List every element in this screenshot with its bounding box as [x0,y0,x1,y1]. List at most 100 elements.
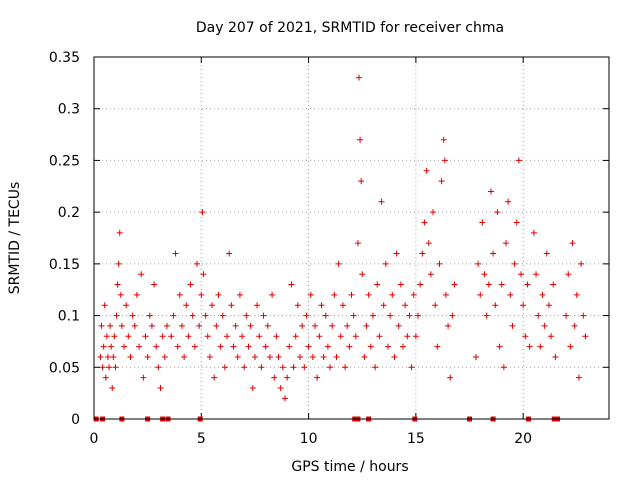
data-point [275,353,282,360]
data-point [548,333,555,340]
data-point [104,353,111,360]
data-point [550,281,557,288]
data-point [219,312,226,319]
data-point [408,364,415,371]
data-point [451,281,458,288]
data-point [174,343,181,350]
data-point [204,333,211,340]
data-point [114,281,121,288]
data-point [260,312,267,319]
y-tick-label: 0 [71,412,80,428]
data-point [151,281,158,288]
data-point [241,364,248,371]
x-tick-label: 5 [197,431,206,447]
data-point [485,281,492,288]
data-point [202,312,209,319]
data-point [509,322,516,329]
axis-ticks [93,56,609,420]
data-point [578,260,585,267]
data-point [161,353,168,360]
data-point [176,291,183,298]
data-point [224,333,231,340]
data-point [228,302,235,309]
data-point [271,374,278,381]
data-point [226,250,233,257]
y-tick-label: 0.1 [58,309,80,325]
data-point [511,260,518,267]
data-point [518,271,525,278]
data-point [129,312,136,319]
data-point [103,333,110,340]
data-point [423,167,430,174]
data-point [115,260,122,267]
data-point [430,209,437,216]
data-point [427,271,434,278]
data-point [312,322,319,329]
data-point [384,343,391,350]
data-point [503,240,509,247]
data-point [98,322,105,329]
data-point [406,312,413,319]
data-point [331,291,338,298]
data-point [507,291,514,298]
data-point [200,271,207,278]
data-point [372,364,379,371]
data-point [378,198,385,205]
data-point [391,353,398,360]
data-point [266,353,273,360]
data-point [393,250,400,257]
data-point [346,343,353,350]
data-point [123,302,130,309]
data-point [472,353,479,360]
data-point [116,229,123,236]
data-point [494,209,501,216]
data-point [445,322,452,329]
data-point [245,343,252,350]
data-point [97,353,104,360]
data-point [324,343,331,350]
data-point [335,260,342,267]
data-point [356,74,363,81]
data-point [221,364,228,371]
data-point [118,322,125,329]
data-point [106,364,113,371]
data-point [441,157,448,164]
data-point [344,322,351,329]
data-point [153,343,160,350]
data-point [348,291,355,298]
data-point [400,343,406,350]
data-point [479,219,486,226]
data-point [447,374,454,381]
data-point [526,343,533,350]
data-point [133,291,140,298]
data-point [475,260,482,267]
data-point [322,312,329,319]
data-point [131,322,138,329]
data-point [281,395,288,402]
data-point [189,312,196,319]
data-point [163,322,170,329]
data-point [387,312,394,319]
data-point [483,312,490,319]
data-point [144,353,151,360]
data-point [196,322,203,329]
data-point [305,343,312,350]
data-point [136,343,143,350]
y-tick-label: 0.05 [49,360,80,376]
data-point [567,343,574,350]
data-point [580,312,587,319]
data-point [563,312,570,319]
data-point [477,291,484,298]
x-tick-label: 20 [514,431,532,447]
data-point [382,260,389,267]
data-point [316,333,323,340]
data-point [354,240,361,247]
data-point [333,353,340,360]
data-point [101,302,108,309]
x-axis-label: GPS time / hours [291,459,408,475]
data-point [294,302,301,309]
data-point [402,302,409,309]
data-point [211,374,218,381]
data-point [206,353,213,360]
y-axis-label: SRMTID / TECUs [7,182,23,295]
